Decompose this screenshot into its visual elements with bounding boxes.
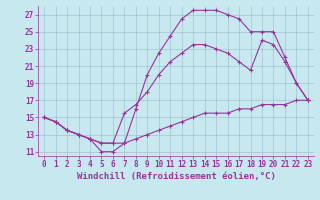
X-axis label: Windchill (Refroidissement éolien,°C): Windchill (Refroidissement éolien,°C) [76,172,276,181]
